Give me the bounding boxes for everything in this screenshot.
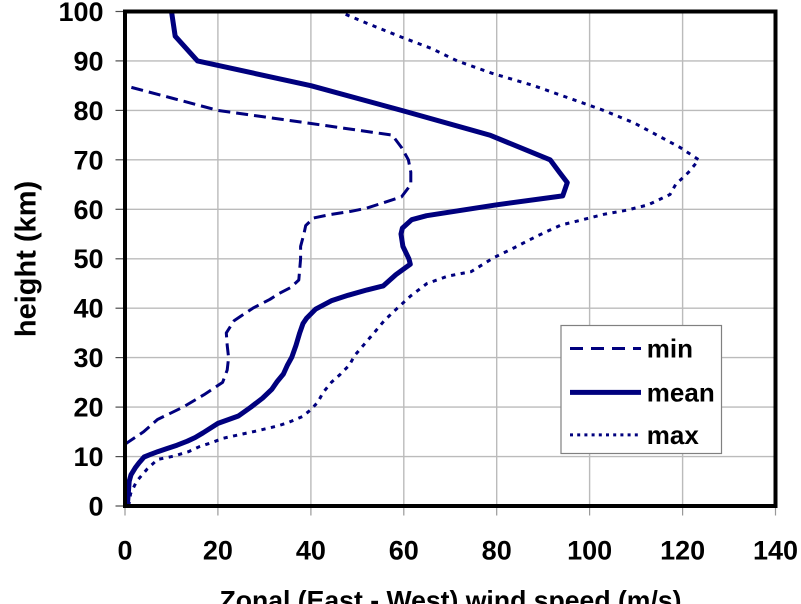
- svg-text:60: 60: [389, 536, 419, 566]
- svg-text:80: 80: [482, 536, 512, 566]
- svg-text:80: 80: [73, 96, 103, 126]
- svg-text:50: 50: [73, 244, 103, 274]
- svg-text:100: 100: [567, 536, 612, 566]
- svg-text:20: 20: [73, 393, 103, 423]
- svg-text:40: 40: [73, 294, 103, 324]
- svg-text:10: 10: [73, 442, 103, 472]
- svg-text:100: 100: [58, 0, 103, 27]
- svg-text:0: 0: [117, 536, 132, 566]
- svg-text:20: 20: [203, 536, 233, 566]
- svg-text:90: 90: [73, 46, 103, 76]
- svg-text:0: 0: [88, 492, 103, 522]
- svg-text:140: 140: [753, 536, 798, 566]
- svg-text:60: 60: [73, 195, 103, 225]
- svg-text:30: 30: [73, 343, 103, 373]
- svg-text:height (km): height (km): [11, 181, 43, 337]
- svg-text:min: min: [647, 334, 693, 364]
- svg-text:Zonal (East - West) wind speed: Zonal (East - West) wind speed (m/s): [219, 586, 681, 604]
- svg-text:mean: mean: [647, 377, 715, 407]
- svg-text:max: max: [647, 420, 700, 450]
- svg-text:70: 70: [73, 145, 103, 175]
- svg-text:40: 40: [296, 536, 326, 566]
- svg-text:120: 120: [660, 536, 705, 566]
